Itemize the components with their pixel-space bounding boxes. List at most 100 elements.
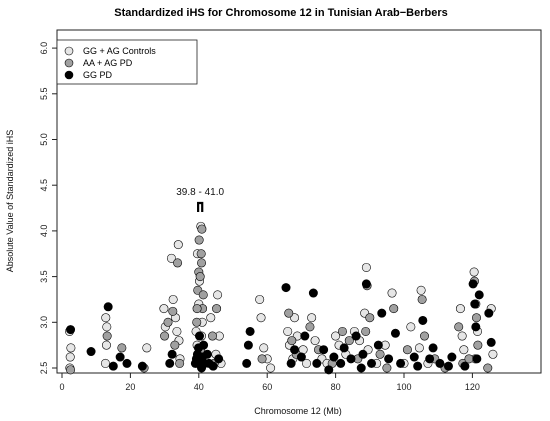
data-point: [167, 349, 177, 359]
data-point: [159, 304, 169, 314]
data-point: [192, 317, 202, 327]
data-point: [160, 331, 170, 341]
data-point: [402, 345, 412, 355]
data-point: [469, 267, 479, 277]
data-point: [308, 288, 318, 298]
data-point: [406, 322, 416, 332]
y-axis: 2.5 3.0 3.5 4.0 4.5 5.0 5.5 6.0: [39, 42, 57, 374]
data-point: [175, 358, 185, 368]
legend-label: AA + AG PD: [83, 58, 133, 68]
data-point: [66, 365, 76, 375]
data-point: [447, 352, 457, 362]
data-point: [312, 358, 322, 368]
data-point: [259, 343, 269, 353]
y-tick-label: 3.5: [39, 270, 49, 283]
data-point: [198, 290, 208, 300]
data-point: [142, 343, 152, 353]
data-point: [414, 343, 424, 353]
data-point: [117, 343, 127, 353]
data-point: [195, 272, 205, 282]
data-point: [197, 224, 207, 234]
data-point: [100, 358, 110, 368]
data-point: [460, 361, 470, 371]
data-point: [324, 365, 334, 375]
data-point: [361, 279, 371, 289]
data-point: [358, 349, 368, 359]
data-point: [192, 304, 202, 314]
data-point: [375, 349, 385, 359]
series-1: [66, 224, 493, 375]
data-point: [283, 326, 293, 336]
data-point: [172, 326, 182, 336]
data-point: [409, 352, 419, 362]
data-point: [428, 343, 438, 353]
data-point: [243, 340, 253, 350]
x-tick-label: 40: [194, 382, 204, 392]
data-point: [102, 322, 112, 332]
data-point: [173, 240, 183, 250]
data-point: [168, 294, 178, 304]
data-point: [455, 304, 465, 314]
legend-label: GG PD: [83, 70, 113, 80]
data-point: [202, 349, 212, 359]
data-point: [344, 336, 354, 346]
y-tick-label: 2.5: [39, 362, 49, 375]
data-points: [65, 221, 498, 375]
data-point: [245, 326, 255, 336]
data-point: [103, 302, 113, 312]
data-point: [212, 304, 222, 314]
legend: GG + AG Controls AA + AG PD GG PD: [56, 39, 198, 85]
data-point: [459, 345, 469, 355]
data-point: [365, 313, 375, 323]
data-point: [488, 349, 498, 359]
data-point: [256, 313, 266, 323]
data-point: [310, 336, 320, 346]
data-point: [484, 308, 494, 318]
data-point: [454, 322, 464, 332]
data-point: [425, 354, 435, 364]
data-point: [387, 288, 397, 298]
data-point: [101, 313, 111, 323]
data-point: [86, 347, 96, 357]
annotation-label: 39.8 - 41.0: [176, 187, 224, 198]
data-point: [165, 358, 175, 368]
data-point: [367, 358, 377, 368]
data-point: [101, 340, 111, 350]
data-point: [305, 322, 315, 332]
data-point: [396, 358, 406, 368]
data-point: [206, 313, 216, 323]
data-point: [307, 313, 317, 323]
data-point: [377, 308, 387, 318]
data-point: [390, 328, 400, 338]
data-point: [137, 361, 147, 371]
data-point: [361, 326, 371, 336]
data-point: [384, 354, 394, 364]
data-point: [242, 358, 252, 368]
data-point: [207, 331, 217, 341]
data-point: [168, 306, 178, 316]
data-point: [339, 343, 349, 353]
data-point: [361, 262, 371, 272]
y-tick-label: 5.0: [39, 133, 49, 146]
x-axis: 0 20 40 60 80 100 120: [59, 373, 480, 392]
data-point: [435, 358, 445, 368]
data-point: [382, 363, 392, 373]
data-point: [197, 258, 207, 268]
data-point: [213, 290, 223, 300]
chart-title: Standardized iHS for Chromosome 12 in Tu…: [114, 7, 447, 19]
data-point: [468, 279, 478, 289]
data-point: [286, 358, 296, 368]
data-point: [208, 361, 218, 371]
data-point: [416, 285, 426, 295]
data-point: [472, 354, 482, 364]
legend-marker: [64, 70, 74, 80]
data-point: [108, 361, 118, 371]
x-tick-label: 80: [331, 382, 341, 392]
data-point: [331, 331, 341, 341]
data-point: [115, 352, 125, 362]
data-point: [302, 358, 312, 368]
data-point: [65, 352, 75, 362]
data-point: [389, 304, 399, 314]
data-point: [266, 363, 276, 373]
y-tick-label: 3.0: [39, 316, 49, 329]
